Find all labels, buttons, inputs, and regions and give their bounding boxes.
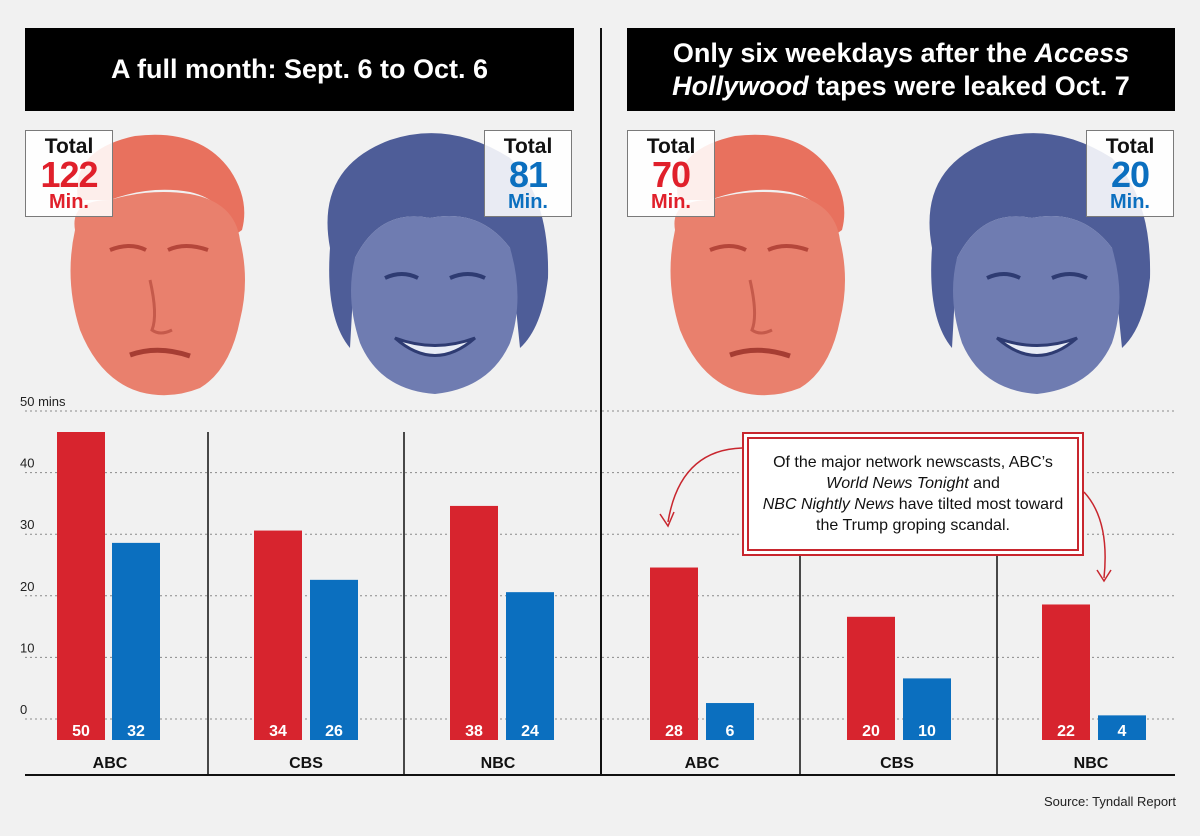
category-label: ABC	[685, 755, 720, 772]
y-tick-label: 30	[20, 517, 34, 532]
total-unit: Min.	[651, 191, 691, 213]
total-unit: Min.	[1110, 191, 1150, 213]
clinton-total-box-right: Total 20 Min.	[1086, 130, 1174, 217]
y-tick-label: 20	[20, 579, 34, 594]
clinton-total-value: 20	[1110, 154, 1150, 195]
right-panel-title: Only six weekdays after the Access Holly…	[627, 28, 1175, 111]
callout-arrow-right	[1083, 491, 1106, 579]
bar	[650, 567, 698, 740]
bar-value-label: 32	[127, 723, 145, 740]
bar-value-label: 10	[918, 723, 936, 740]
category-label: CBS	[289, 755, 323, 772]
arrowhead	[659, 511, 675, 528]
bar-value-label: 28	[665, 723, 683, 740]
bar-value-label: 38	[465, 723, 483, 740]
y-tick-label: 10	[20, 640, 34, 655]
category-label: NBC	[1074, 755, 1109, 772]
trump-total-box-right: Total 70 Min.	[627, 130, 715, 217]
bar	[310, 579, 358, 740]
total-unit: Min.	[49, 191, 89, 213]
clinton-total-box-left: Total 81 Min.	[484, 130, 572, 217]
bar-value-label: 26	[325, 723, 343, 740]
y-tick-label: 40	[20, 456, 34, 471]
trump-portrait	[70, 134, 245, 396]
bar	[903, 678, 951, 740]
bar	[506, 592, 554, 740]
bar-value-label: 6	[726, 723, 735, 740]
bar	[706, 703, 754, 740]
bar	[112, 542, 160, 740]
bar	[1098, 715, 1146, 740]
panel-divider	[600, 28, 602, 774]
bar	[254, 530, 302, 740]
trump-total-value: 70	[651, 154, 691, 195]
bar	[450, 505, 498, 740]
category-label: CBS	[880, 755, 914, 772]
total-unit: Min.	[508, 191, 548, 213]
bar-value-label: 22	[1057, 723, 1075, 740]
bar-value-label: 20	[862, 723, 880, 740]
arrowhead	[1096, 569, 1112, 583]
total-label: Total	[44, 135, 94, 158]
bar	[1042, 604, 1090, 740]
left-panel-title: A full month: Sept. 6 to Oct. 6	[25, 28, 574, 111]
bar-value-label: 34	[269, 723, 287, 740]
bar-value-label: 50	[72, 723, 90, 740]
total-label: Total	[646, 135, 696, 158]
source-note: Source: Tyndall Report	[1044, 794, 1176, 809]
callout-arrow-left	[667, 447, 743, 523]
clinton-total-value: 81	[508, 154, 548, 195]
total-label: Total	[503, 135, 553, 158]
bar	[847, 616, 895, 740]
bar-value-label: 24	[521, 723, 539, 740]
y-tick-label: 50 mins	[20, 394, 66, 409]
bar-value-label: 4	[1118, 723, 1127, 740]
category-label: NBC	[481, 755, 516, 772]
trump-portrait-right	[670, 134, 845, 396]
total-label: Total	[1105, 135, 1155, 158]
category-label: ABC	[93, 755, 128, 772]
trump-total-value: 122	[40, 154, 98, 195]
y-tick-label: 0	[20, 702, 27, 717]
bar	[57, 432, 105, 740]
trump-total-box-left: Total 122 Min.	[25, 130, 113, 217]
callout-box: Of the major network newscasts, ABC’s Wo…	[742, 432, 1084, 556]
